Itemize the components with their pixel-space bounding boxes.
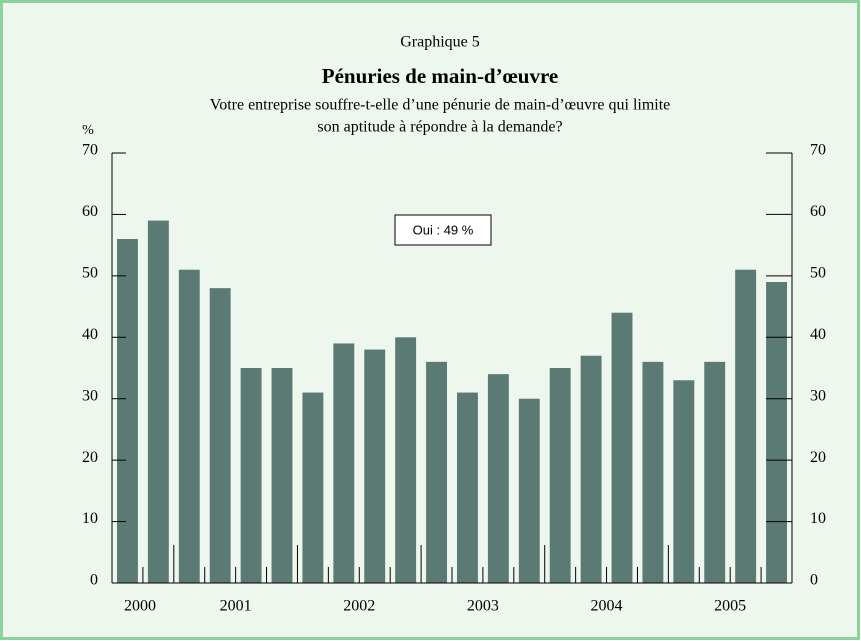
y-axis-label: % xyxy=(82,123,94,138)
y-tick-label: 20 xyxy=(82,449,98,466)
y-tick-label: 50 xyxy=(82,265,98,282)
bar xyxy=(333,343,355,583)
bar xyxy=(364,349,386,583)
y-tick-label: 70 xyxy=(810,142,826,159)
bar xyxy=(178,269,200,583)
y-tick-label: 60 xyxy=(810,203,826,220)
chart-title: Pénuries de main-d’œuvre xyxy=(322,64,558,88)
supertitle: Graphique 5 xyxy=(400,34,480,51)
bar xyxy=(766,282,787,583)
bar xyxy=(580,355,602,583)
y-tick-label: 10 xyxy=(810,510,826,527)
y-tick-label: 30 xyxy=(810,387,826,404)
bar xyxy=(147,220,169,584)
y-tick-label: 60 xyxy=(82,203,98,220)
bar xyxy=(549,368,571,583)
bar xyxy=(117,239,138,583)
y-tick-label: 0 xyxy=(90,572,98,589)
x-tick-label: 2003 xyxy=(467,598,499,615)
bar xyxy=(395,337,417,583)
bar xyxy=(518,398,540,583)
x-tick-label: 2002 xyxy=(343,598,375,615)
bar xyxy=(673,380,695,583)
bar xyxy=(240,368,262,583)
bar xyxy=(704,361,726,583)
y-tick-label: 30 xyxy=(82,387,98,404)
bar xyxy=(457,392,478,583)
y-tick-label: 0 xyxy=(810,572,818,589)
subtitle: Votre entreprise souffre-t-elle d’une pé… xyxy=(210,97,671,114)
bar xyxy=(209,288,231,583)
x-tick-label: 2000 xyxy=(124,598,156,615)
x-tick-label: 2004 xyxy=(591,598,623,615)
bar xyxy=(611,312,633,583)
y-tick-label: 40 xyxy=(810,326,826,343)
x-tick-label: 2001 xyxy=(220,598,252,615)
bar xyxy=(426,361,447,583)
subtitle: son aptitude à répondre à la demande? xyxy=(317,119,562,136)
annotation: Oui : 49 % xyxy=(413,222,474,237)
y-tick-label: 50 xyxy=(810,265,826,282)
bar xyxy=(735,269,757,583)
x-tick-label: 2005 xyxy=(714,598,746,615)
bar xyxy=(271,368,293,583)
y-tick-label: 40 xyxy=(82,326,98,343)
y-tick-label: 20 xyxy=(810,449,826,466)
y-tick-label: 70 xyxy=(82,142,98,159)
bar xyxy=(487,374,509,583)
annotation-box xyxy=(394,214,492,246)
bar xyxy=(642,361,664,583)
y-tick-label: 10 xyxy=(82,510,98,527)
bar xyxy=(302,392,324,583)
